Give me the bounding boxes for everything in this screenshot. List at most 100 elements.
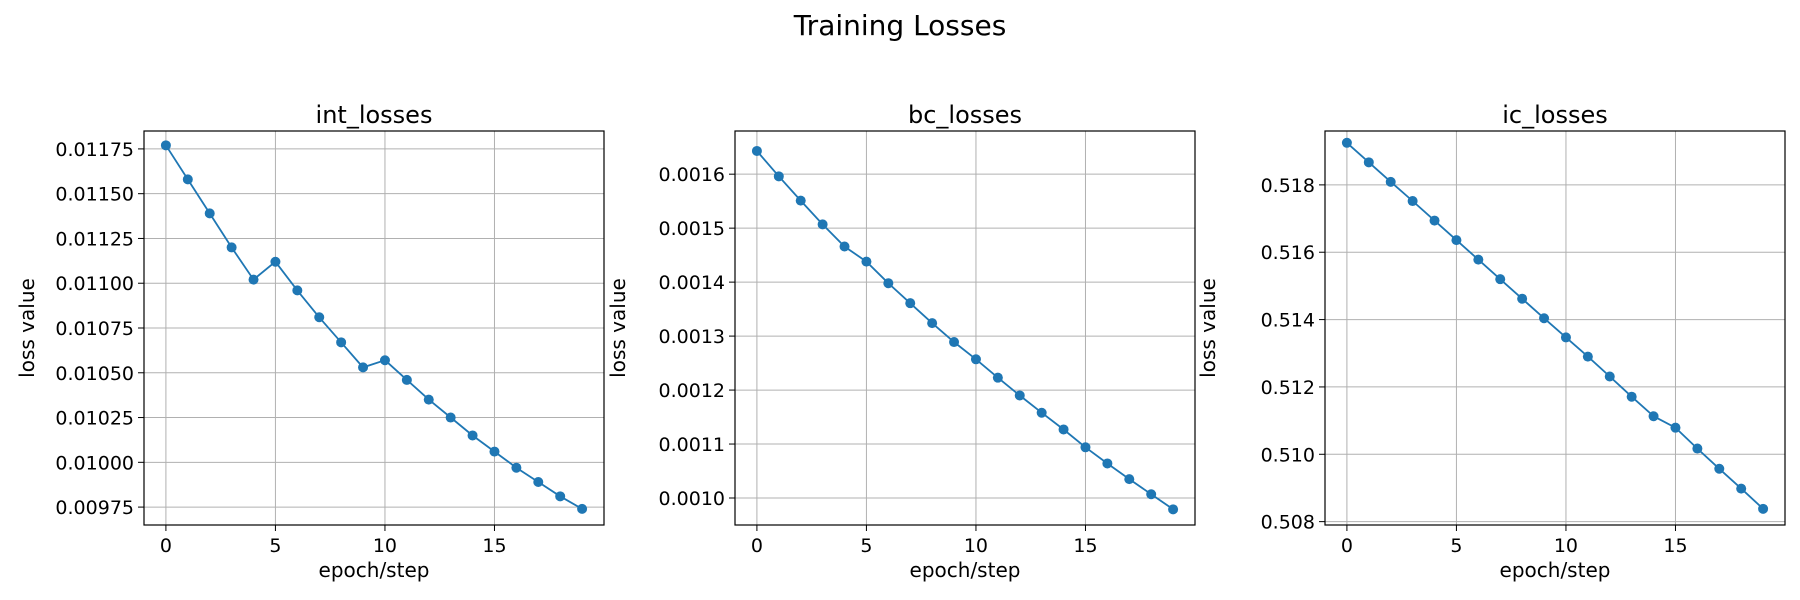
bc-losses-ytick-label-5: 0.0015 xyxy=(659,218,725,240)
bc-losses-xlabel: epoch/step xyxy=(910,558,1021,582)
int-losses-point-1 xyxy=(182,174,193,185)
bc-losses-ylabel: loss value xyxy=(606,278,630,378)
ic-losses-title: ic_losses xyxy=(1502,101,1608,129)
bc-losses-point-17 xyxy=(1124,474,1135,485)
bc-losses-point-1 xyxy=(773,171,784,182)
bc-losses-ytick-label-6: 0.0016 xyxy=(659,164,725,186)
bc-losses-axes-frame xyxy=(734,130,1196,526)
int-losses-point-5 xyxy=(270,256,281,267)
ic-losses-ytick-label-2: 0.512 xyxy=(1261,377,1315,399)
ic-losses-point-5 xyxy=(1451,235,1462,246)
int-losses-series-line xyxy=(165,144,583,510)
ic-losses-ytick-label-5: 0.518 xyxy=(1261,175,1315,197)
ic-losses-point-15 xyxy=(1670,422,1681,433)
int-losses-point-6 xyxy=(292,285,303,296)
int-losses-ytick-label-0: 0.00975 xyxy=(55,497,134,519)
bc-losses-point-5 xyxy=(861,256,872,267)
int-losses-ytick-label-2: 0.01025 xyxy=(55,408,134,430)
bc-losses-xtick-label-2: 10 xyxy=(964,535,988,557)
int-losses-point-7 xyxy=(314,312,325,323)
bc-losses-ytick-label-0: 0.0010 xyxy=(659,488,725,510)
ic-losses-point-19 xyxy=(1758,503,1769,514)
int-losses-point-4 xyxy=(248,274,259,285)
ic-losses-point-3 xyxy=(1407,196,1418,207)
int-losses-point-10 xyxy=(379,355,390,366)
int-losses-ytick-label-8: 0.01175 xyxy=(55,139,134,161)
int-losses-ytick-label-5: 0.01100 xyxy=(55,273,134,295)
bc-losses-point-13 xyxy=(1036,407,1047,418)
int-losses-point-3 xyxy=(226,242,237,253)
int-losses-panel: 0 5 10 15 0.00975 0.01000 0.01025 0.01050 0.0107… xyxy=(15,101,605,582)
bc-losses-point-6 xyxy=(883,278,894,289)
ic-losses-point-18 xyxy=(1736,483,1747,494)
ic-losses-ytick-label-4: 0.516 xyxy=(1261,242,1315,264)
bc-losses-ytick-label-1: 0.0011 xyxy=(659,434,725,456)
ic-losses-xtick-label-0: 0 xyxy=(1341,535,1353,557)
bc-losses-point-12 xyxy=(1014,390,1025,401)
ic-losses-xtick-label-2: 10 xyxy=(1554,535,1578,557)
ic-losses-point-11 xyxy=(1582,351,1593,362)
ic-losses-ytick-label-3: 0.514 xyxy=(1261,310,1315,332)
int-losses-xtick-label-2: 10 xyxy=(373,535,397,557)
bc-losses-point-2 xyxy=(795,195,806,206)
bc-losses-point-9 xyxy=(949,337,960,348)
ic-losses-point-13 xyxy=(1626,391,1637,402)
ic-losses-xtick-label-3: 15 xyxy=(1663,535,1687,557)
bc-losses-series-line xyxy=(756,150,1174,511)
ic-losses-point-1 xyxy=(1363,157,1374,168)
bc-losses-point-18 xyxy=(1146,489,1157,500)
bc-losses-point-8 xyxy=(927,318,938,329)
int-losses-ytick-label-7: 0.01150 xyxy=(55,184,134,206)
ic-losses-point-2 xyxy=(1385,176,1396,187)
ic-losses-point-0 xyxy=(1341,137,1352,148)
ic-losses-point-14 xyxy=(1648,411,1659,422)
bc-losses-point-10 xyxy=(970,354,981,365)
bc-losses-point-15 xyxy=(1080,442,1091,453)
ic-losses-point-10 xyxy=(1560,332,1571,343)
ic-losses-point-8 xyxy=(1517,293,1528,304)
ic-losses-panel: 0 5 10 15 0.508 0.510 0.512 0.514 0.516 0.518 ic_l… xyxy=(1196,101,1786,582)
int-losses-title: int_losses xyxy=(316,101,433,129)
int-losses-point-13 xyxy=(445,412,456,423)
bc-losses-point-14 xyxy=(1058,424,1069,435)
int-losses-xtick-label-0: 0 xyxy=(160,535,172,557)
int-losses-xlabel: epoch/step xyxy=(319,558,430,582)
int-losses-ytick-label-1: 0.01000 xyxy=(55,452,134,474)
ic-losses-point-6 xyxy=(1473,254,1484,265)
int-losses-xtick-label-1: 5 xyxy=(269,535,281,557)
bc-losses-panel: 0 5 10 15 0.0010 0.0011 0.0012 0.0013 0.0014 0.00… xyxy=(606,101,1196,582)
bc-losses-point-4 xyxy=(839,241,850,252)
bc-losses-title: bc_losses xyxy=(908,101,1022,129)
bc-losses-point-0 xyxy=(751,145,762,156)
int-losses-point-18 xyxy=(555,491,566,502)
bc-losses-ytick-label-4: 0.0014 xyxy=(659,272,725,294)
int-losses-ytick-label-4: 0.01075 xyxy=(55,318,134,340)
figure-title: Training Losses xyxy=(793,9,1007,42)
int-losses-point-8 xyxy=(336,337,347,348)
int-losses-point-2 xyxy=(204,208,215,219)
ic-losses-point-4 xyxy=(1429,215,1440,226)
bc-losses-point-7 xyxy=(905,298,916,309)
int-losses-point-16 xyxy=(511,462,522,473)
int-losses-point-14 xyxy=(467,430,478,441)
ic-losses-point-12 xyxy=(1604,371,1615,382)
int-losses-point-15 xyxy=(489,446,500,457)
bc-losses-point-11 xyxy=(992,372,1003,383)
bc-losses-point-16 xyxy=(1102,458,1113,469)
ic-losses-ytick-label-1: 0.510 xyxy=(1261,444,1315,466)
ic-losses-point-16 xyxy=(1692,443,1703,454)
int-losses-ytick-label-6: 0.01125 xyxy=(55,228,134,250)
int-losses-point-17 xyxy=(533,477,544,488)
int-losses-point-9 xyxy=(358,362,369,373)
ic-losses-xtick-label-1: 5 xyxy=(1450,535,1462,557)
ic-losses-point-9 xyxy=(1539,313,1550,324)
ic-losses-xlabel: epoch/step xyxy=(1500,558,1611,582)
bc-losses-ytick-label-3: 0.0013 xyxy=(659,326,725,348)
bc-losses-xtick-label-0: 0 xyxy=(751,535,763,557)
ic-losses-point-17 xyxy=(1714,463,1725,474)
int-losses-point-12 xyxy=(423,394,434,405)
int-losses-axes-frame xyxy=(143,130,605,526)
bc-losses-xtick-label-3: 15 xyxy=(1073,535,1097,557)
bc-losses-point-19 xyxy=(1168,504,1179,515)
int-losses-point-0 xyxy=(160,140,171,151)
